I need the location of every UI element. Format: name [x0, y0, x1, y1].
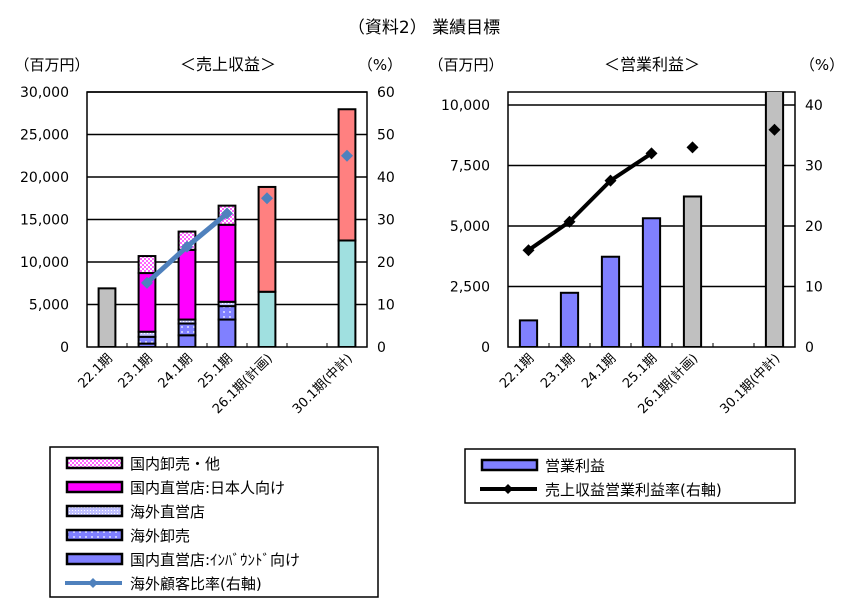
line-marker	[341, 149, 353, 162]
bar-segment	[97, 287, 117, 347]
y2-tick-label: 40	[805, 98, 823, 114]
operating-profit-chart: （百万円） ＜営業利益＞ （%） 0 2,500 5,000 7,500 10,000 0…	[428, 55, 844, 417]
y-tick-label: 30,000	[20, 85, 69, 101]
legend-swatch	[65, 528, 124, 542]
bar-segment	[217, 305, 237, 321]
x-tick-label: 30.1期(中計)	[289, 351, 356, 418]
line-marker	[261, 192, 273, 205]
line-marker	[686, 141, 699, 154]
legend-swatch	[65, 480, 124, 494]
x-tick-label: 25.1期	[620, 351, 660, 391]
bar-segment	[682, 195, 703, 347]
right-axis-unit: （%）	[800, 56, 844, 74]
bar-segment	[177, 334, 197, 347]
y-tick-label: 0	[481, 340, 490, 356]
revenue-legend: 国内卸売・他国内直営店:日本人向け海外直営店海外卸売国内直営店:ｲﾝﾊﾞｳﾝﾄﾞ…	[49, 446, 379, 598]
legend-label: 国内卸売・他	[130, 455, 220, 473]
legend-label: 国内直営店:日本人向け	[130, 479, 285, 497]
x-tick-label: 22.1期	[76, 351, 116, 391]
line-series	[527, 151, 653, 252]
line-marker	[522, 244, 535, 257]
x-tick-label: 23.1期	[116, 351, 156, 391]
bar-segment	[257, 185, 277, 293]
x-tick-label: 30.1期(中計)	[717, 351, 784, 418]
figure-title: （資料2） 業績目標	[348, 18, 500, 38]
legend-box	[464, 448, 796, 504]
line-marker	[645, 147, 658, 160]
chart-title: ＜売上収益＞	[180, 55, 276, 74]
legend-marker	[503, 484, 513, 494]
x-tick-label: 24.1期	[579, 351, 619, 391]
y-tick-label: 10,000	[20, 255, 69, 271]
y-tick-label: 7,500	[450, 159, 490, 175]
y2-tick-label: 20	[377, 255, 395, 271]
line-marker	[181, 240, 193, 253]
y2-tick-label: 20	[805, 219, 823, 235]
y2-tick-label: 60	[377, 85, 395, 101]
bar-segment	[137, 335, 157, 345]
bars	[518, 92, 785, 347]
y2-tick-label: 0	[377, 340, 386, 356]
y2-tick-label: 40	[377, 170, 395, 186]
bar-segment	[217, 318, 237, 347]
bar-segment	[337, 239, 357, 347]
legend-label: 営業利益	[545, 457, 605, 475]
bar-segment	[337, 108, 357, 242]
bar-segment	[177, 248, 197, 321]
bar-segment	[137, 255, 157, 275]
bar-segment	[217, 223, 237, 303]
x-tick-label: 24.1期	[156, 351, 196, 391]
y-tick-label: 25,000	[20, 128, 69, 144]
bar-segment	[600, 255, 621, 347]
y-tick-label: 0	[60, 340, 69, 356]
y2-tick-label: 10	[805, 280, 823, 296]
line-marker	[768, 123, 781, 136]
left-axis-unit: （百万円）	[428, 56, 503, 74]
y2-tick-label: 30	[377, 213, 395, 229]
y-tick-label: 10,000	[441, 98, 490, 114]
revenue-chart: （百万円） ＜売上収益＞ （%） 0 5,000 10,000 15,000 20,00…	[14, 55, 402, 417]
line-marker	[563, 215, 576, 228]
legend-swatch	[65, 552, 124, 566]
y-tick-label: 20,000	[20, 170, 69, 186]
legend-label: 海外卸売	[130, 527, 190, 545]
y-tick-label: 5,000	[29, 298, 69, 314]
y2-tick-label: 10	[377, 298, 395, 314]
left-axis-unit: （百万円）	[14, 56, 89, 74]
y-tick-label: 5,000	[450, 219, 490, 235]
line-marker	[221, 207, 233, 220]
legend-swatch	[65, 504, 124, 518]
bar-segment	[177, 322, 197, 337]
y-tick-label: 2,500	[450, 280, 490, 296]
y-tick-label: 15,000	[20, 213, 69, 229]
legend-label: 海外顧客比率(右軸)	[130, 575, 262, 593]
legend-label: 売上収益営業利益率(右軸)	[545, 481, 722, 499]
legend-label: 海外直営店	[130, 503, 205, 521]
bar-segment	[764, 92, 785, 347]
x-tick-label: 22.1期	[497, 351, 537, 391]
x-tick-label: 23.1期	[538, 351, 578, 391]
y2-tick-label: 50	[377, 128, 395, 144]
y2-tick-label: 0	[805, 340, 814, 356]
legend-label: 国内直営店:ｲﾝﾊﾞｳﾝﾄﾞ向け	[130, 551, 300, 569]
chart-title: ＜営業利益＞	[604, 55, 700, 74]
bar-segment	[641, 217, 662, 347]
line-marker	[141, 276, 153, 289]
legend-marker	[88, 578, 98, 588]
legend-box	[49, 446, 379, 598]
y2-tick-label: 30	[805, 159, 823, 175]
right-axis-unit: （%）	[358, 56, 402, 74]
line-marker	[604, 174, 617, 187]
bar-segment	[559, 291, 580, 347]
bar-segment	[518, 319, 539, 347]
bar-segment	[257, 290, 277, 347]
legend-swatch	[480, 458, 539, 472]
legend-swatch	[65, 456, 124, 470]
